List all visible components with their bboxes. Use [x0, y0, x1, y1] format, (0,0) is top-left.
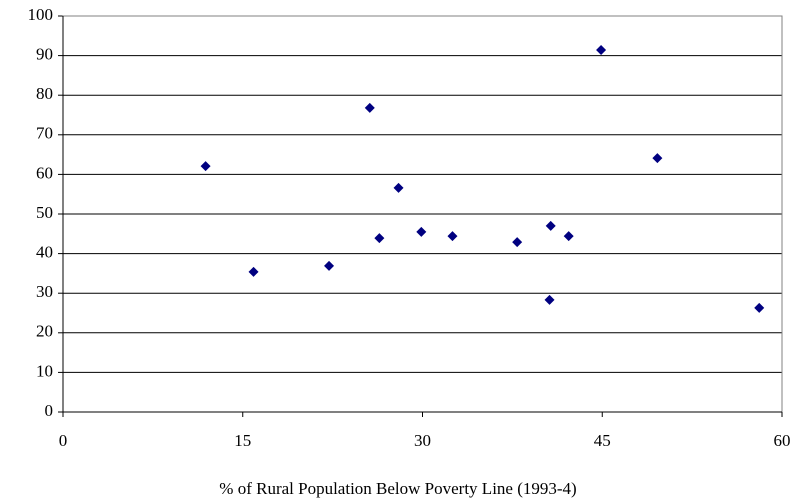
- point: [754, 302, 765, 313]
- y-tick-label: 20: [36, 322, 53, 341]
- y-tick-label: 80: [36, 84, 53, 103]
- x-tick-label: 15: [234, 431, 251, 450]
- point: [544, 294, 555, 305]
- y-tick-label: 70: [36, 124, 53, 143]
- point: [200, 161, 211, 172]
- point: [596, 45, 607, 56]
- point: [393, 182, 404, 193]
- y-tick-label: 90: [36, 45, 53, 64]
- point: [545, 220, 556, 231]
- point: [374, 233, 385, 244]
- x-tick-label: 30: [414, 431, 431, 450]
- point: [416, 226, 427, 237]
- y-tick-label: 30: [36, 282, 53, 301]
- point: [563, 231, 574, 242]
- y-tick-label: 50: [36, 203, 53, 222]
- y-tick-label: 0: [45, 401, 54, 420]
- point: [512, 237, 523, 248]
- x-tick-label: 45: [594, 431, 611, 450]
- y-tick-label: 60: [36, 163, 53, 182]
- point: [364, 102, 375, 113]
- point: [248, 266, 259, 277]
- x-tick-label: 60: [774, 431, 791, 450]
- y-tick-label: 100: [28, 5, 54, 24]
- y-tick-label: 40: [36, 243, 53, 262]
- point: [652, 153, 663, 164]
- x-axis-label: % of Rural Population Below Poverty Line…: [219, 479, 576, 498]
- x-tick-label: 0: [59, 431, 68, 450]
- y-tick-label: 10: [36, 361, 53, 380]
- point: [324, 260, 335, 271]
- point: [447, 231, 458, 242]
